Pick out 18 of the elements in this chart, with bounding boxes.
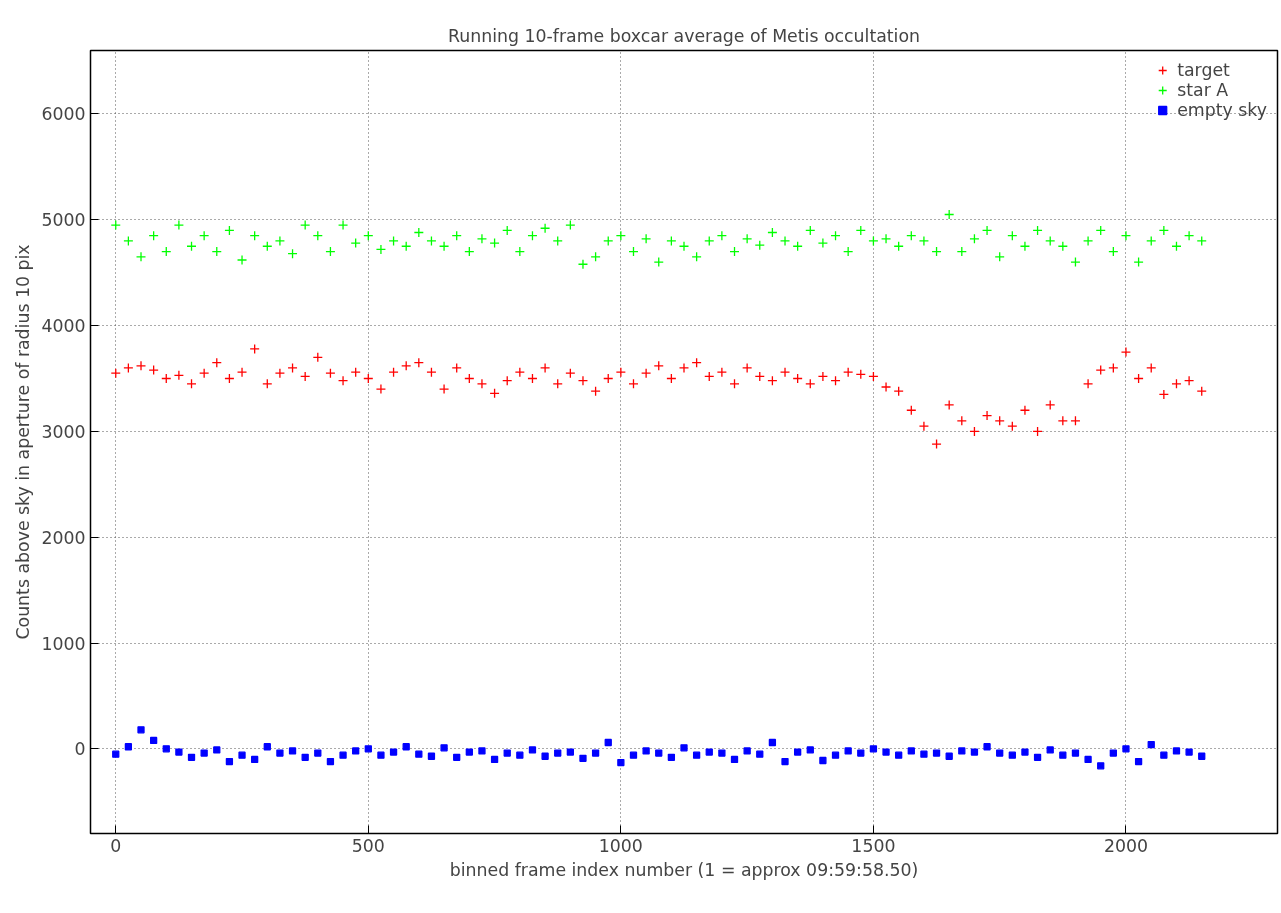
y-tick-label: 2000: [41, 527, 86, 548]
y-tick-label: 6000: [41, 104, 86, 125]
x-axis-title: binned frame index number (1 = approx 09:59:58.50): [449, 859, 919, 880]
y-tick-label: 1000: [41, 633, 86, 654]
legend-label: target: [1177, 60, 1230, 80]
x-tick-label: 0: [110, 835, 122, 856]
x-tick-label: 1500: [851, 835, 896, 856]
legend-label: star A: [1177, 80, 1229, 100]
chart-title: Running 10-frame boxcar average of Metis occultation: [448, 25, 920, 46]
legend-label: empty sky: [1177, 100, 1267, 120]
x-tick-label: 500: [351, 835, 385, 856]
y-axis-title: Counts above sky in aperture of radius 10 pix: [13, 244, 34, 640]
y-tick-label: 0: [74, 739, 86, 760]
x-tick-label: 2000: [1103, 835, 1149, 856]
y-tick-label: 4000: [41, 316, 86, 337]
x-tick-label: 1000: [598, 835, 643, 856]
y-tick-label: 3000: [41, 421, 86, 442]
y-tick-label: 5000: [41, 210, 86, 231]
